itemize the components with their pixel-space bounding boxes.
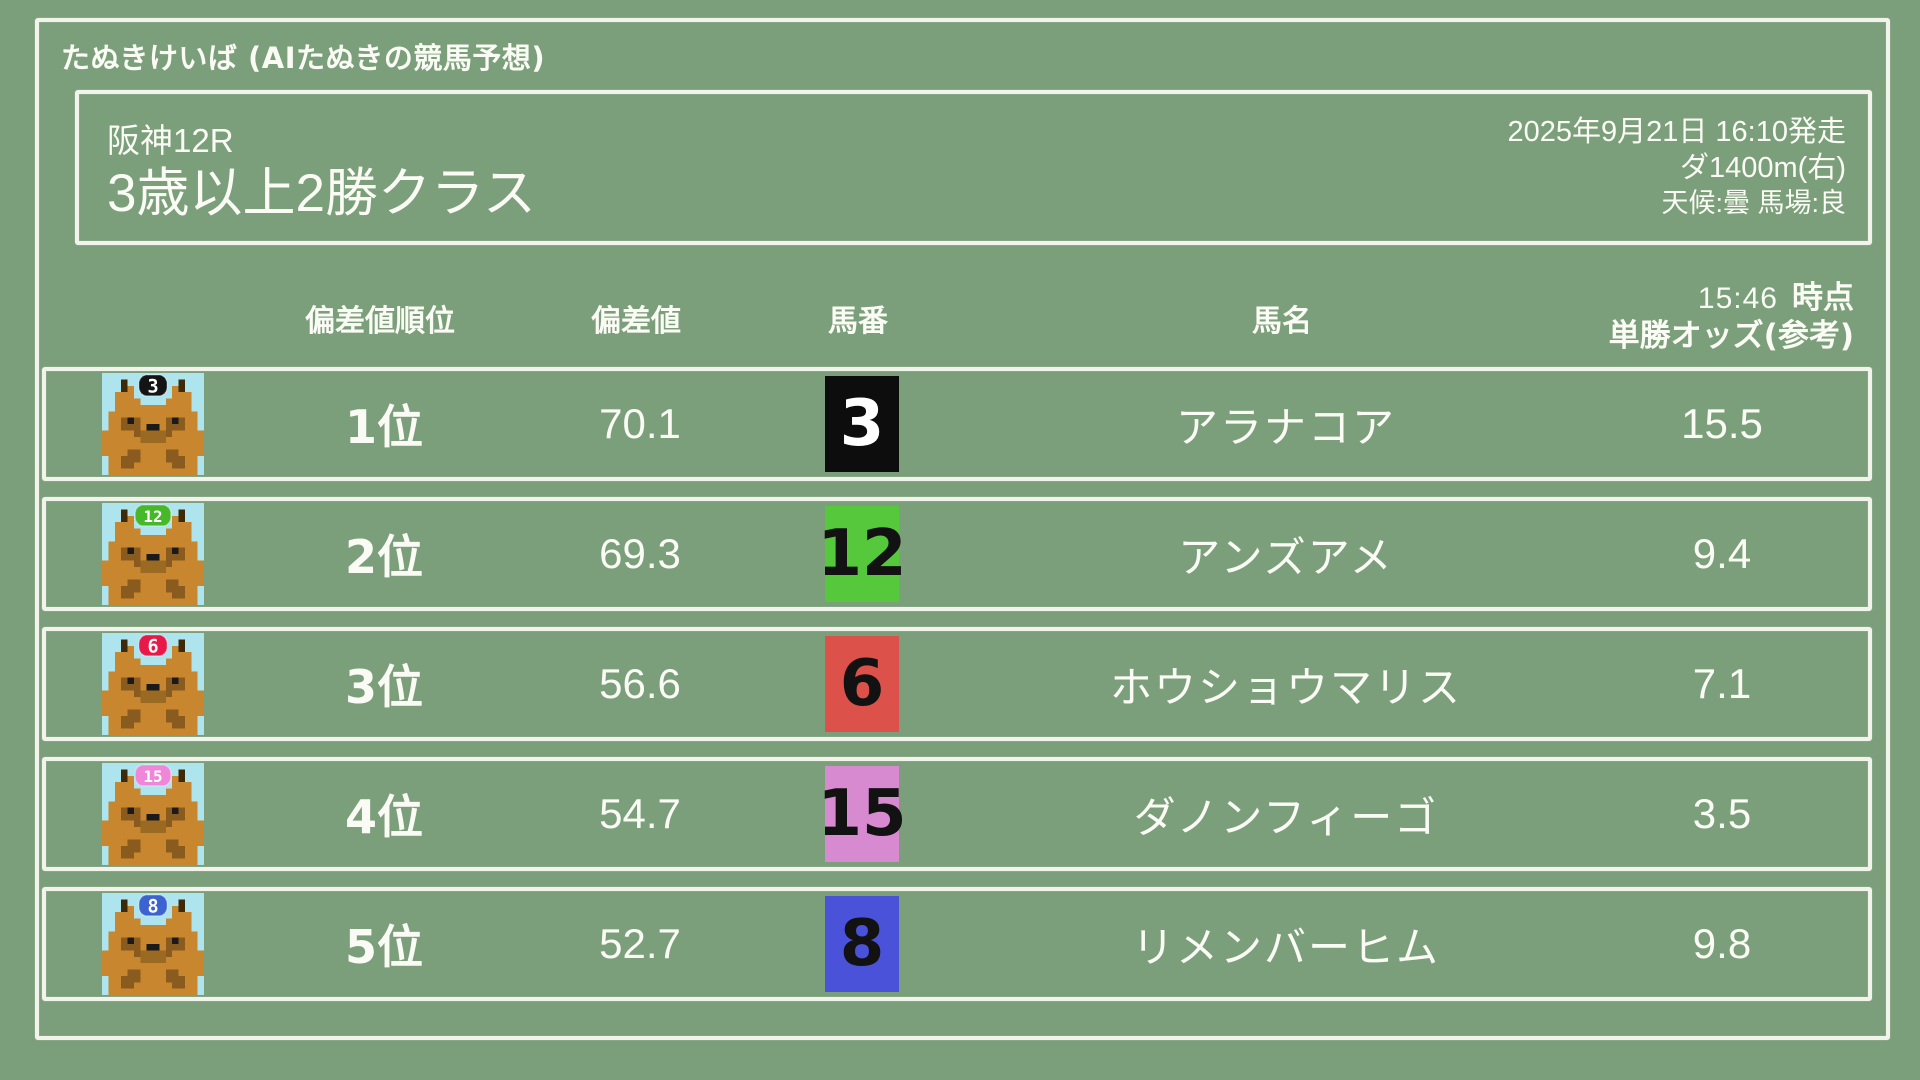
rank-label: 5位 <box>344 920 423 974</box>
horse-name: アラナコア <box>1175 403 1396 451</box>
horse-number-badge: 15 <box>817 766 907 862</box>
table-row: 12 2位 69.3 12 アンズアメ 9.4 <box>42 497 1872 611</box>
tanuki-avatar: 12 <box>102 503 204 605</box>
rank-label: 3位 <box>344 660 423 714</box>
horse-name: リメンバーヒム <box>1131 923 1440 971</box>
race-info-left: 阪神12R 3歳以上2勝クラス <box>79 94 536 241</box>
race-info-box: 阪神12R 3歳以上2勝クラス 2025年9月21日 16:10発走 ダ1400… <box>75 90 1872 245</box>
win-odds: 9.4 <box>1692 530 1752 577</box>
avatar-cell: 3 <box>46 373 216 475</box>
odds-label: 単勝オッズ(参考) <box>1608 318 1854 354</box>
horse-name: ホウショウマリス <box>1109 663 1462 711</box>
avatar-cell: 8 <box>46 893 216 995</box>
header-odds: 15:46 時点 単勝オッズ(参考) <box>1572 280 1872 356</box>
win-odds: 7.1 <box>1692 660 1752 707</box>
odds-timestamp: 15:46 <box>1697 282 1778 316</box>
horse-number-cell: 8 <box>728 896 996 992</box>
site-title: たぬきけいば (AIたぬきの競馬予想) <box>61 41 546 75</box>
win-odds: 9.8 <box>1692 920 1752 967</box>
win-odds: 15.5 <box>1681 400 1763 447</box>
rank-label: 2位 <box>344 530 423 584</box>
header-rank: 偏差値順位 <box>305 304 455 339</box>
race-course-number: 阪神12R <box>107 121 234 159</box>
header-value: 偏差値 <box>591 304 681 339</box>
svg-text:12: 12 <box>143 507 162 526</box>
table-row: 15 4位 54.7 15 ダノンフィーゴ 3.5 <box>42 757 1872 871</box>
race-name: 3歳以上2勝クラス <box>107 163 536 223</box>
header-number: 馬番 <box>828 304 888 339</box>
avatar-cell: 12 <box>46 503 216 605</box>
horse-number-cell: 3 <box>728 376 996 472</box>
table-row: 6 3位 56.6 6 ホウショウマリス 7.1 <box>42 627 1872 741</box>
deviation-value: 54.7 <box>599 790 681 837</box>
avatar-cell: 6 <box>46 633 216 735</box>
rank-label: 4位 <box>344 790 423 844</box>
horse-name: ダノンフィーゴ <box>1133 793 1439 841</box>
svg-text:3: 3 <box>147 376 158 397</box>
svg-text:8: 8 <box>147 896 158 917</box>
deviation-value: 52.7 <box>599 920 681 967</box>
horse-number-badge: 12 <box>817 506 907 602</box>
tanuki-avatar: 15 <box>102 763 204 865</box>
table-header-row: 偏差値順位 偏差値 馬番 馬名 15:46 時点 単勝オッズ(参考) <box>42 245 1872 363</box>
race-info-right: 2025年9月21日 16:10発走 ダ1400m(右) 天候:曇 馬場:良 <box>1507 94 1868 241</box>
header-name: 馬名 <box>1252 304 1312 339</box>
horse-number-badge: 8 <box>825 896 899 992</box>
svg-text:6: 6 <box>147 636 158 657</box>
deviation-value: 56.6 <box>599 660 681 707</box>
horse-number-badge: 3 <box>825 376 899 472</box>
horse-name: アンズアメ <box>1178 533 1394 581</box>
main-panel: たぬきけいば (AIたぬきの競馬予想) 阪神12R 3歳以上2勝クラス 2025… <box>35 18 1890 1040</box>
odds-time-suffix: 時点 <box>1792 280 1854 317</box>
horse-number-badge: 6 <box>825 636 899 732</box>
win-odds: 3.5 <box>1692 790 1752 837</box>
rank-label: 1位 <box>344 400 423 454</box>
avatar-cell: 15 <box>46 763 216 865</box>
table-row: 8 5位 52.7 8 リメンバーヒム 9.8 <box>42 887 1872 1001</box>
horse-number-cell: 12 <box>728 506 996 602</box>
race-conditions: 天候:曇 馬場:良 <box>1661 188 1846 219</box>
horse-number-cell: 6 <box>728 636 996 732</box>
deviation-value: 69.3 <box>599 530 681 577</box>
horse-number-cell: 15 <box>728 766 996 862</box>
race-distance: ダ1400m(右) <box>1680 151 1846 184</box>
table-row: 3 1位 70.1 3 アラナコア 15.5 <box>42 367 1872 481</box>
tanuki-avatar: 8 <box>102 893 204 995</box>
tanuki-avatar: 3 <box>102 373 204 475</box>
race-start-datetime: 2025年9月21日 16:10発走 <box>1507 115 1846 148</box>
tanuki-avatar: 6 <box>102 633 204 735</box>
svg-text:15: 15 <box>143 767 162 786</box>
deviation-value: 70.1 <box>599 400 681 447</box>
prediction-rows: 3 1位 70.1 3 アラナコア 15.5 12 2位 69.3 12 アンズ… <box>42 367 1872 1001</box>
